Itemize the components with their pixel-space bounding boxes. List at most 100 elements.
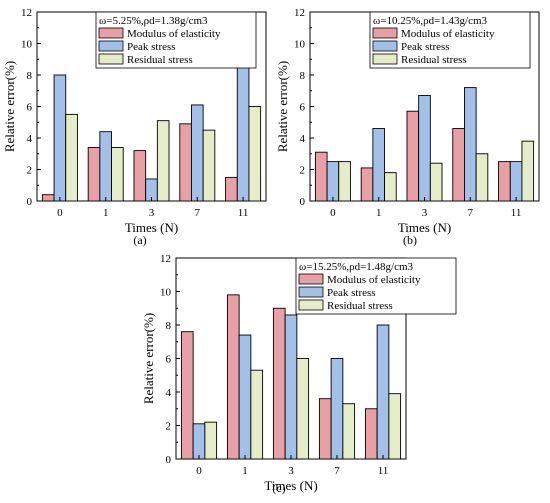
legend-label-modulus: Modulus of elasticity (401, 28, 495, 40)
chart-panel-3: 0 2 4 6 8 10 12 0 1 3 7 11 Times (N) Relative error(%… (141, 253, 457, 495)
bar-residual-0 (65, 113, 78, 202)
legend-title: ω=5.25%,ρd=1.38g/cm3 (99, 15, 208, 27)
y-axis-title: Relative error(%) (275, 61, 290, 152)
x-tick-label: 3 (149, 207, 155, 219)
bar-residual-1 (250, 369, 264, 460)
y-tick-label: 8 (27, 70, 33, 82)
bar-peak-0 (53, 74, 67, 202)
y-axis-title: Relative error(%) (2, 61, 17, 152)
y-tick-label: 0 (27, 196, 33, 208)
y-tick-label: 2 (300, 165, 306, 177)
bar-peak-7 (191, 104, 204, 202)
x-tick-label: 11 (238, 207, 249, 219)
x-tick-label: 7 (195, 207, 201, 219)
bar-peak-11 (376, 324, 390, 460)
y-axis-title: Relative error(%) (141, 313, 156, 404)
y-tick-label: 12 (21, 7, 32, 19)
x-tick-label: 1 (242, 465, 248, 477)
y-tick-label: 6 (27, 102, 33, 114)
y-tick-label: 4 (300, 133, 306, 145)
legend-swatch-peak (298, 286, 324, 298)
legend-swatch-peak (372, 40, 398, 52)
bar-residual-11 (521, 140, 535, 202)
bar-modulus-11 (498, 161, 511, 202)
bar-peak-11 (509, 161, 523, 202)
bar-peak-0 (326, 161, 340, 202)
legend-label-peak: Peak stress (327, 287, 376, 299)
bar-residual-3 (296, 358, 310, 460)
bar-residual-3 (156, 120, 170, 202)
y-tick-label: 12 (294, 7, 305, 19)
y-tick-label: 4 (27, 133, 33, 145)
bar-peak-0 (192, 423, 206, 460)
legend-title: ω=15.25%,ρd=1.48g/cm3 (299, 261, 414, 273)
panel-label: (b) (403, 233, 417, 247)
bar-peak-7 (330, 358, 344, 460)
panel-label: (a) (133, 233, 146, 247)
x-tick-label: 0 (330, 207, 336, 219)
bar-peak-11 (236, 44, 250, 202)
legend-title: ω=10.25%,ρd=1.43g/cm3 (373, 15, 488, 27)
bar-residual-7 (202, 129, 216, 202)
bar-modulus-0 (41, 194, 55, 202)
x-axis-title: Times (N) (125, 220, 178, 235)
bar-modulus-11 (225, 176, 238, 202)
x-tick-label: 1 (376, 207, 382, 219)
bar-peak-1 (372, 128, 385, 202)
bar-modulus-0 (314, 151, 328, 202)
bar-peak-1 (99, 131, 112, 202)
panel-label: (c) (272, 481, 285, 495)
legend-label-residual: Residual stress (401, 54, 467, 66)
bar-residual-0 (204, 421, 218, 460)
bar-peak-3 (284, 314, 298, 460)
bar-modulus-1 (226, 294, 240, 460)
bar-modulus-7 (452, 128, 465, 202)
legend-swatch-modulus (298, 273, 324, 285)
legend-swatch-peak (98, 40, 124, 52)
y-tick-label: 8 (300, 70, 306, 82)
y-tick-label: 6 (166, 354, 172, 366)
y-tick-label: 2 (27, 165, 33, 177)
y-tick-label: 8 (166, 320, 172, 332)
x-tick-label: 3 (422, 207, 428, 219)
y-tick-label: 10 (21, 39, 33, 51)
bar-residual-1 (384, 172, 397, 202)
bar-modulus-11 (364, 408, 378, 460)
legend-swatch-residual (98, 53, 124, 65)
bar-residual-3 (429, 162, 443, 202)
legend-swatch-residual (298, 299, 324, 311)
x-tick-label: 0 (57, 207, 63, 219)
bar-modulus-1 (87, 146, 101, 202)
legend-label-peak: Peak stress (401, 41, 450, 53)
bar-modulus-0 (180, 331, 194, 460)
legend-label-modulus: Modulus of elasticity (327, 274, 421, 286)
x-axis-title: Times (N) (264, 478, 317, 493)
x-tick-label: 0 (196, 465, 202, 477)
legend-label-residual: Residual stress (127, 54, 193, 66)
bar-peak-3 (418, 95, 431, 202)
x-tick-label: 11 (511, 207, 522, 219)
bar-modulus-7 (179, 123, 192, 202)
bar-modulus-3 (406, 110, 420, 202)
legend-label-peak: Peak stress (127, 41, 176, 53)
y-tick-label: 0 (166, 454, 172, 466)
chart-panel-1: 0 2 4 6 8 10 12 0 1 3 7 11 Times (N) Relative error(%… (2, 7, 267, 247)
y-tick-label: 2 (166, 421, 172, 433)
bar-modulus-3 (133, 150, 147, 202)
chart-panel-2: 0 2 4 6 8 10 12 0 1 3 7 11 Times (N) Relative error(%… (275, 7, 540, 247)
bar-modulus-3 (272, 307, 286, 460)
legend-swatch-modulus (98, 27, 124, 39)
bar-modulus-1 (360, 167, 374, 202)
y-tick-label: 10 (160, 287, 172, 299)
y-tick-label: 6 (300, 102, 306, 114)
bar-peak-1 (238, 334, 252, 460)
x-axis-title: Times (N) (398, 220, 451, 235)
legend-swatch-modulus (372, 27, 398, 39)
legend-label-residual: Residual stress (327, 300, 393, 312)
bar-peak-7 (464, 87, 477, 202)
legend-swatch-residual (372, 53, 398, 65)
bar-residual-11 (248, 106, 262, 202)
x-tick-label: 11 (378, 465, 389, 477)
x-tick-label: 7 (468, 207, 474, 219)
y-tick-label: 12 (160, 253, 171, 265)
